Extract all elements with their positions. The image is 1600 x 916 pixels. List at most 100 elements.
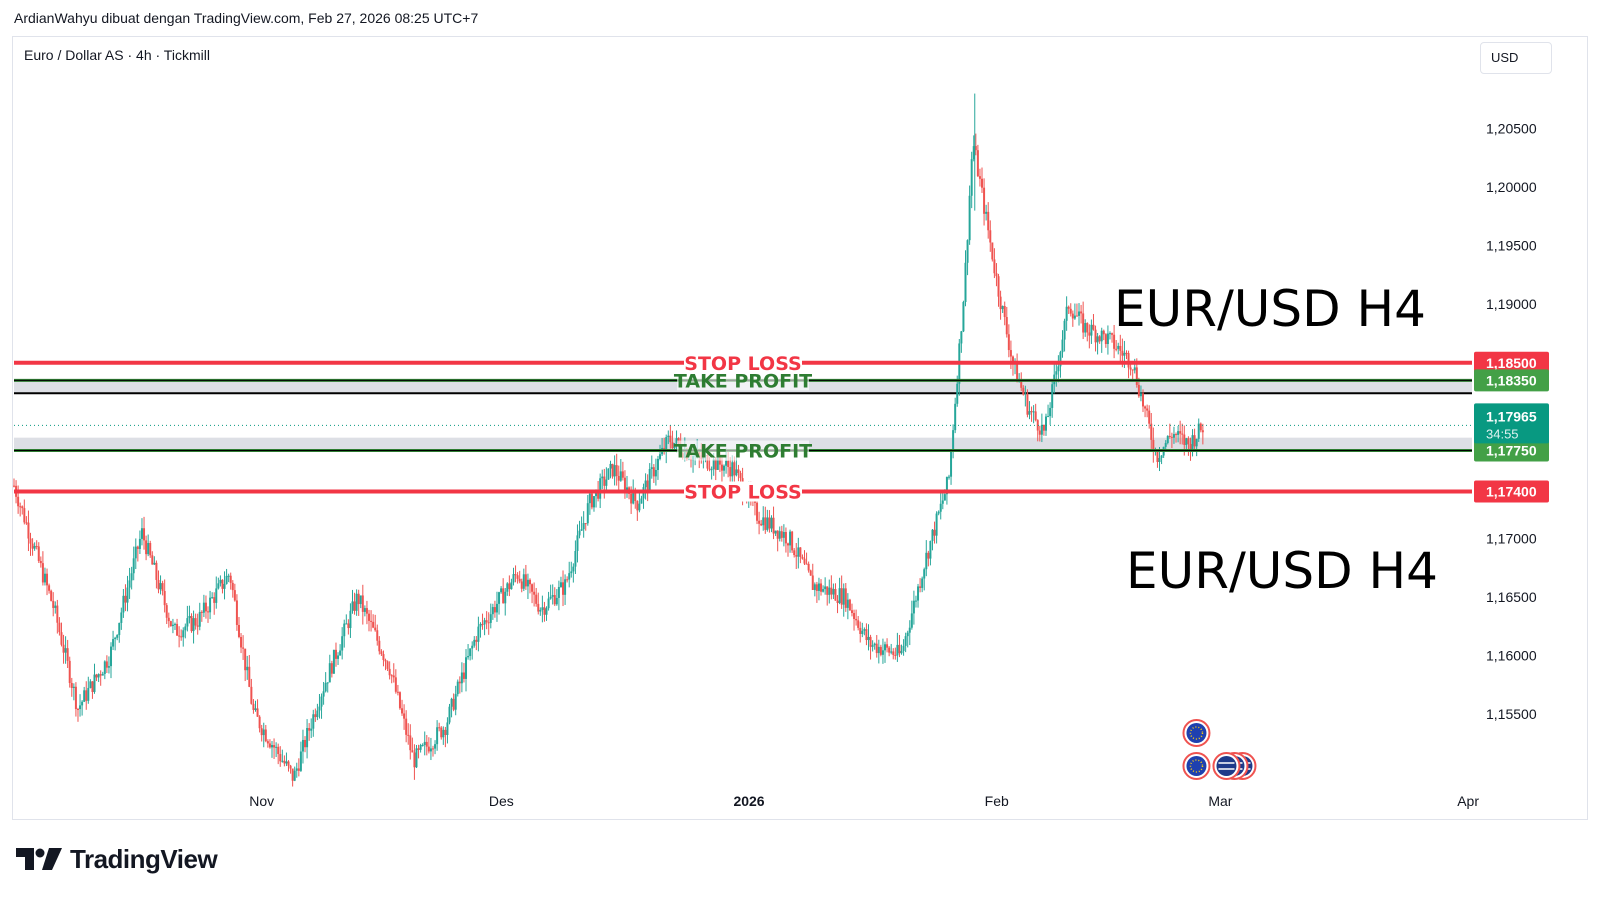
candle — [972, 146, 975, 160]
candle — [306, 728, 309, 748]
candle — [644, 480, 647, 488]
candle — [223, 583, 226, 589]
candle — [297, 768, 300, 771]
candle — [101, 673, 104, 676]
candle — [638, 503, 641, 511]
candle — [776, 530, 779, 539]
candle — [937, 511, 940, 514]
candle — [848, 599, 851, 611]
candle — [832, 588, 835, 595]
candle — [161, 583, 164, 591]
candle — [867, 636, 870, 641]
candle — [200, 611, 203, 613]
candle — [590, 493, 593, 508]
candle — [1179, 431, 1182, 434]
level-label-bg-2 — [677, 440, 809, 461]
currency-button[interactable]: USD — [1480, 42, 1552, 74]
candle — [869, 636, 872, 647]
candle — [1121, 350, 1124, 356]
candle — [656, 458, 659, 470]
candle — [549, 596, 552, 599]
candle — [122, 595, 125, 613]
candle — [508, 583, 511, 590]
candle — [584, 523, 587, 525]
candle — [855, 618, 858, 621]
candle — [586, 503, 589, 524]
candle — [409, 735, 412, 751]
candle — [147, 542, 150, 555]
candle — [68, 660, 71, 683]
candle — [580, 529, 583, 531]
candle — [1090, 324, 1093, 336]
candle — [725, 460, 728, 466]
candle — [805, 563, 808, 565]
candle — [341, 636, 344, 651]
eu-flag-icon-2 — [1182, 752, 1211, 780]
candle — [93, 674, 96, 692]
candle — [735, 469, 738, 476]
candle — [330, 663, 333, 674]
candle — [434, 744, 437, 749]
candle — [568, 573, 571, 580]
candle — [640, 498, 643, 504]
candle — [646, 480, 649, 490]
candle — [582, 523, 585, 530]
candle — [795, 555, 798, 557]
candle — [801, 556, 804, 559]
candle — [780, 531, 783, 538]
candle — [359, 595, 362, 605]
candle — [1156, 450, 1159, 463]
candle — [820, 583, 823, 592]
candle — [1038, 430, 1041, 435]
candle — [23, 508, 26, 523]
candle — [817, 583, 820, 591]
candle — [547, 598, 550, 609]
candle — [281, 760, 284, 762]
candle — [64, 648, 67, 653]
candle — [171, 624, 174, 627]
candle — [268, 743, 271, 748]
candle — [927, 552, 930, 559]
candle — [46, 573, 49, 586]
candle — [153, 562, 156, 565]
candle — [452, 698, 455, 710]
level-label-bg-3 — [684, 481, 802, 502]
candle — [520, 581, 523, 589]
level-label-bg-0 — [684, 352, 802, 373]
candle — [248, 666, 251, 687]
candle — [485, 620, 488, 623]
candle — [514, 574, 517, 576]
candle — [762, 517, 765, 526]
events — [1182, 719, 1257, 780]
candle — [151, 555, 154, 565]
candle — [997, 276, 1000, 297]
candle — [448, 706, 451, 723]
candle — [70, 682, 73, 688]
candle — [149, 542, 152, 556]
candle — [910, 613, 913, 628]
candle — [411, 750, 414, 753]
candle — [592, 496, 595, 508]
candle — [79, 705, 82, 710]
chart-frame[interactable] — [12, 36, 1588, 820]
candle — [1016, 361, 1019, 383]
candle — [1036, 420, 1039, 431]
candle — [826, 586, 829, 595]
candle — [235, 600, 238, 625]
candle — [923, 569, 926, 579]
candle — [859, 627, 862, 634]
x-tick-label-1: Des — [489, 793, 514, 809]
candle — [621, 471, 624, 478]
candle — [273, 745, 276, 748]
candle — [386, 661, 389, 669]
candle — [1111, 333, 1114, 335]
candle — [213, 597, 216, 603]
tradingview-logo[interactable]: TradingView — [16, 842, 218, 876]
us-flag-icon-2 — [1212, 752, 1241, 780]
candle — [533, 591, 536, 595]
candle — [512, 574, 515, 583]
symbol-title[interactable]: Euro / Dollar AS · 4h · Tickmill — [24, 47, 210, 63]
candle — [105, 661, 108, 668]
